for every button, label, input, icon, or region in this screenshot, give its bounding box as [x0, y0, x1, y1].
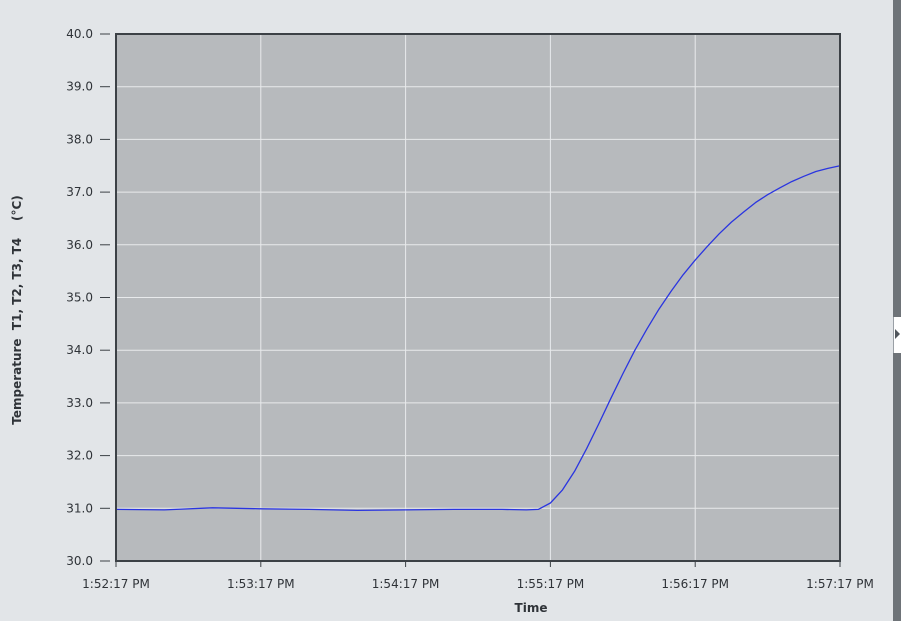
y-tick-label: 37.0	[66, 185, 93, 199]
y-tick-label: 30.0	[66, 554, 93, 568]
panel-splitter-handle[interactable]	[893, 317, 901, 353]
x-tick-label: 1:54:17 PM	[372, 577, 440, 591]
x-tick-label: 1:57:17 PM	[806, 577, 874, 591]
x-axis-title: Time	[515, 601, 548, 615]
side-panel-strip	[893, 0, 901, 621]
y-axis: 40.0 39.0 38.0 37.0 36.0 35.0 34.0 33.0 32.0 31.0…	[66, 27, 110, 568]
x-tick-label: 1:53:17 PM	[227, 577, 295, 591]
y-tick-label: 38.0	[66, 132, 93, 146]
y-tick-label: 31.0	[66, 501, 93, 515]
plot-border	[115, 33, 841, 562]
y-tick-label: 40.0	[66, 27, 93, 41]
y-tick-label: 32.0	[66, 449, 93, 463]
series-layer	[115, 165, 841, 512]
x-tick-label: 1:55:17 PM	[517, 577, 585, 591]
x-tick-label: 1:56:17 PM	[661, 577, 729, 591]
y-axis-title: Temperature T1, T2, T3, T4 (°C)	[10, 195, 24, 425]
x-axis: 1:52:17 PM 1:53:17 PM 1:54:17 PM 1:55:17 PM…	[82, 561, 874, 591]
series-line-0	[115, 165, 841, 512]
y-tick-label: 39.0	[66, 80, 93, 94]
y-tick-label: 34.0	[66, 343, 93, 357]
y-tick-label: 36.0	[66, 238, 93, 252]
x-tick-label: 1:52:17 PM	[82, 577, 150, 591]
y-tick-label: 35.0	[66, 291, 93, 305]
y-tick-label: 33.0	[66, 396, 93, 410]
